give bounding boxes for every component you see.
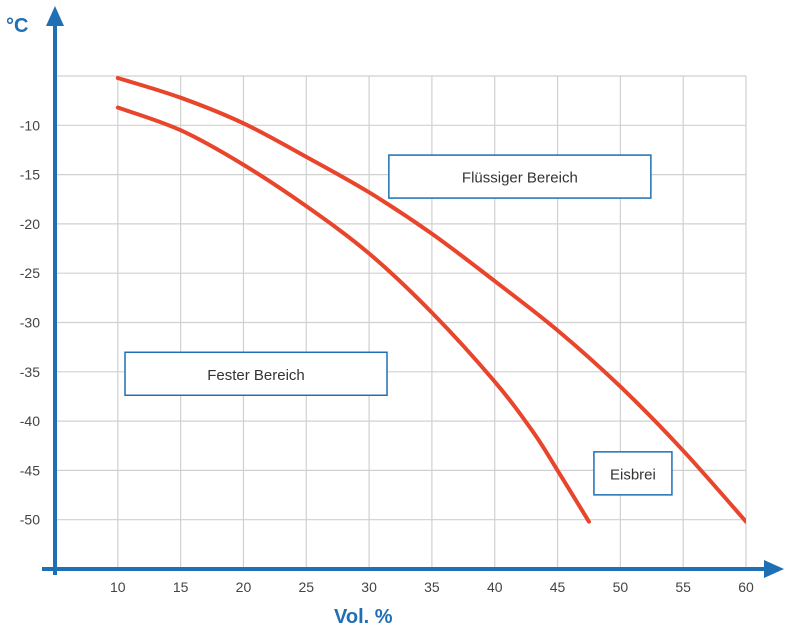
x-tick-labels: 10 15 20 25 30 35 40 45 50 55 60 <box>110 579 754 595</box>
curve-1 <box>115 76 746 524</box>
curve-2 <box>115 105 591 524</box>
y-tick-label: -50 <box>20 512 40 528</box>
y-tick-label: -30 <box>20 315 40 331</box>
x-tick-label: 30 <box>361 579 377 595</box>
y-tick-label: -20 <box>20 216 40 232</box>
y-tick-labels: -10 -15 -20 -25 -30 -35 -40 -45 -50 <box>20 117 40 527</box>
x-axis-arrow-icon <box>764 560 784 578</box>
region-label-text: Eisbrei <box>610 466 656 483</box>
region-label: Fester Bereich <box>124 351 388 397</box>
y-tick-label: -15 <box>20 167 40 183</box>
region-labels: Flüssiger Bereich Fester Bereich Eisbrei <box>124 154 673 496</box>
x-axis-label: Vol. % <box>334 606 393 627</box>
y-tick-label: -40 <box>20 413 40 429</box>
y-tick-label: -35 <box>20 364 40 380</box>
x-tick-label: 25 <box>298 579 314 595</box>
y-tick-label: -25 <box>20 265 40 281</box>
y-axis-label: °C <box>6 15 28 37</box>
x-tick-label: 55 <box>675 579 691 595</box>
region-label-box <box>593 451 673 496</box>
x-tick-label: 50 <box>613 579 629 595</box>
x-tick-label: 60 <box>738 579 754 595</box>
region-label: Eisbrei <box>593 451 673 496</box>
region-label-text: Fester Bereich <box>207 367 305 384</box>
region-label-box <box>388 154 652 199</box>
region-label: Flüssiger Bereich <box>388 154 652 199</box>
region-label-box <box>124 351 388 397</box>
x-tick-label: 20 <box>236 579 252 595</box>
y-tick-label: -10 <box>20 117 40 133</box>
region-label-text: Flüssiger Bereich <box>462 170 578 187</box>
x-tick-label: 15 <box>173 579 189 595</box>
y-axis-arrow-icon <box>46 6 64 26</box>
x-tick-label: 45 <box>550 579 566 595</box>
x-tick-label: 10 <box>110 579 126 595</box>
y-tick-label: -45 <box>20 462 40 478</box>
x-tick-label: 40 <box>487 579 503 595</box>
curves <box>115 76 746 524</box>
x-tick-label: 35 <box>424 579 440 595</box>
